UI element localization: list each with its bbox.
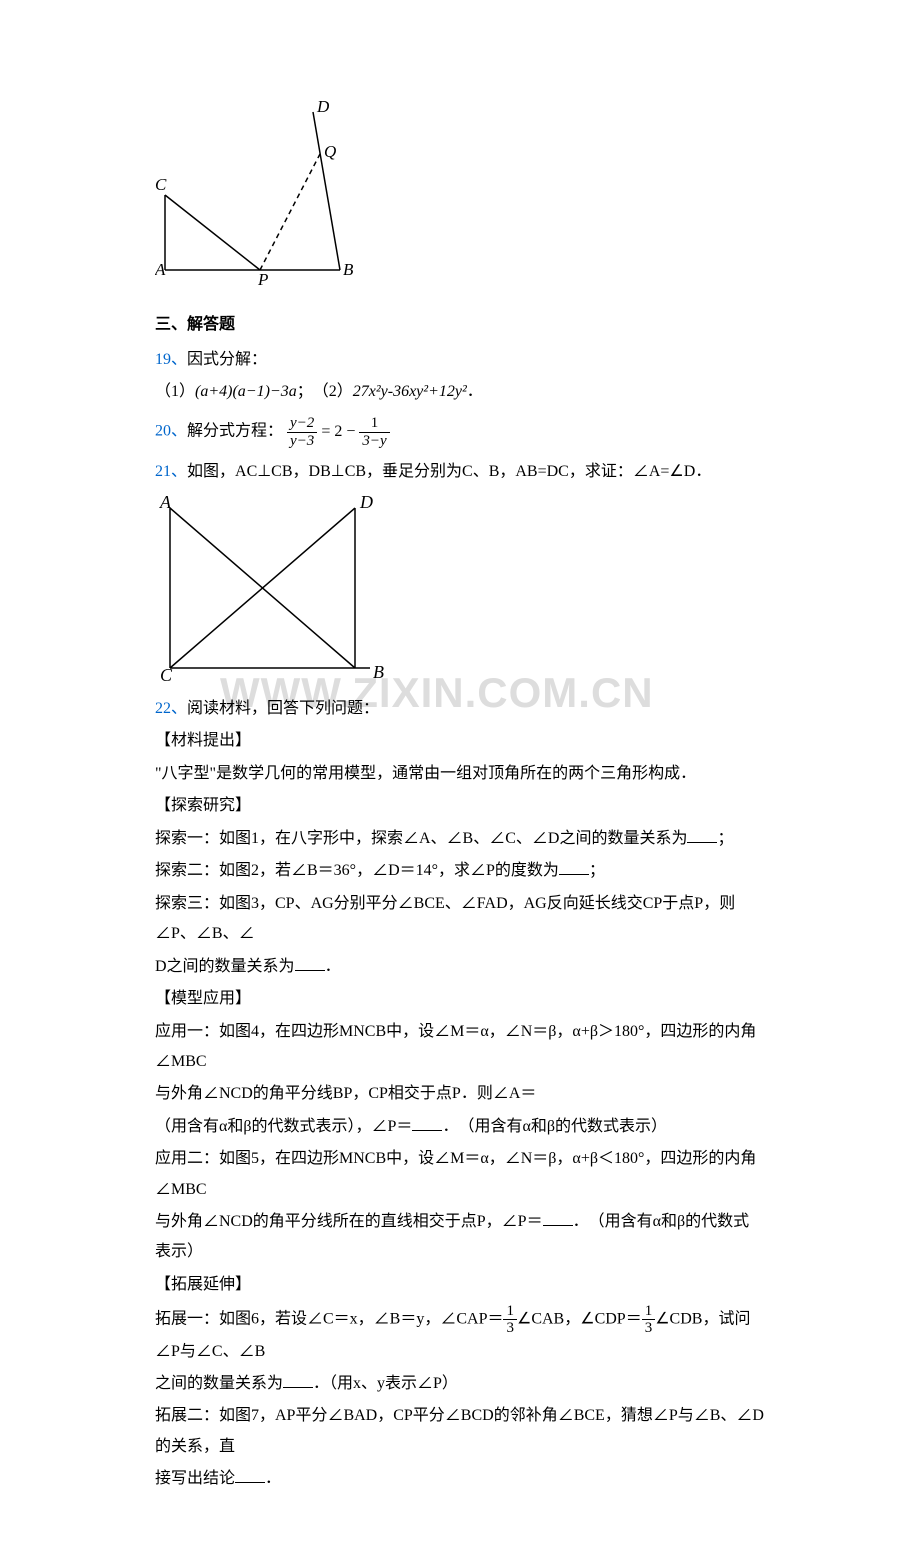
- q22-ext2a: 拓展二：如图7，AP平分∠BAD，CP平分∠BCD的邻补角∠BCE，猜想∠P与∠…: [155, 1401, 765, 1462]
- q22-heading1: 【材料提出】: [155, 727, 765, 756]
- q20-number: 20、: [155, 423, 187, 440]
- label-C2: C: [160, 665, 173, 683]
- q19-line2: （1）(a+4)(a−1)−3a； （2）27x²y-36xy²+12y²．: [155, 377, 765, 407]
- document-content: A B C D Q P 三、解答题 19、因式分解： （1）(a+4)(a−1)…: [155, 100, 765, 1495]
- q19-line1: 19、因式分解：: [155, 345, 765, 375]
- q22-ext1d: 之间的数量关系为．（用x、y表示∠P）: [155, 1369, 765, 1399]
- section-3-title: 三、解答题: [155, 311, 765, 340]
- q21-number: 21、: [155, 463, 187, 480]
- q22-app1c: （用含有α和β的代数式表示），∠P＝． （用含有α和β的代数式表示）: [155, 1112, 765, 1142]
- label-P: P: [257, 270, 268, 289]
- q22-explore1: 探索一：如图1，在八字形中，探索∠A、∠B、∠C、∠D之间的数量关系为；: [155, 824, 765, 854]
- label-D2: D: [359, 493, 373, 512]
- q22-p1: "八字型"是数学几何的常用模型，通常由一组对顶角所在的两个三角形构成．: [155, 759, 765, 789]
- label-D: D: [316, 100, 330, 116]
- q22-number: 22、: [155, 700, 187, 717]
- label-Q: Q: [324, 142, 336, 161]
- label-B2: B: [373, 662, 384, 682]
- q21-line: 21、如图，AC⊥CB，DB⊥CB，垂足分别为C、B，AB=DC，求证：∠A=∠…: [155, 457, 765, 487]
- q22-app1b: 与外角∠NCD的角平分线BP，CP相交于点P．则∠A＝: [155, 1079, 765, 1109]
- diagram-cdq-apb: A B C D Q P: [155, 100, 765, 301]
- label-C: C: [155, 175, 167, 194]
- q22-heading3: 【模型应用】: [155, 985, 765, 1014]
- q22-heading2: 【探索研究】: [155, 792, 765, 821]
- q22-ext1a: 拓展一：如图6，若设∠C＝x，∠B＝y，∠CAP＝13∠CAB，∠CDP＝13∠…: [155, 1303, 765, 1367]
- q22-explore3b: D之间的数量关系为．: [155, 952, 765, 982]
- q22-ext2b: 接写出结论．: [155, 1464, 765, 1494]
- q22-app2b: 与外角∠NCD的角平分线所在的直线相交于点P，∠P＝． （用含有α和β的代数式表…: [155, 1207, 765, 1268]
- q19-number: 19、: [155, 351, 187, 368]
- label-A2: A: [159, 493, 172, 512]
- q22-line: 22、阅读材料，回答下列问题：: [155, 694, 765, 724]
- diagram-acbd: A D C B: [155, 493, 765, 694]
- q22-explore2: 探索二：如图2，若∠B＝36°，∠D＝14°，求∠P的度数为；: [155, 856, 765, 886]
- q22-explore3a: 探索三：如图3，CP、AG分别平分∠BCE、∠FAD，AG反向延长线交CP于点P…: [155, 889, 765, 950]
- q22-app2a: 应用二：如图5，在四边形MNCB中，设∠M＝α，∠N＝β，α+β＜180°，四边…: [155, 1144, 765, 1205]
- q22-app1a: 应用一：如图4，在四边形MNCB中，设∠M＝α，∠N＝β，α+β＞180°，四边…: [155, 1017, 765, 1078]
- label-A: A: [155, 260, 166, 279]
- q22-heading4: 【拓展延伸】: [155, 1271, 765, 1300]
- q20-line: 20、解分式方程： y−2y−3 = 2 − 13−y: [155, 415, 765, 449]
- label-B: B: [343, 260, 354, 279]
